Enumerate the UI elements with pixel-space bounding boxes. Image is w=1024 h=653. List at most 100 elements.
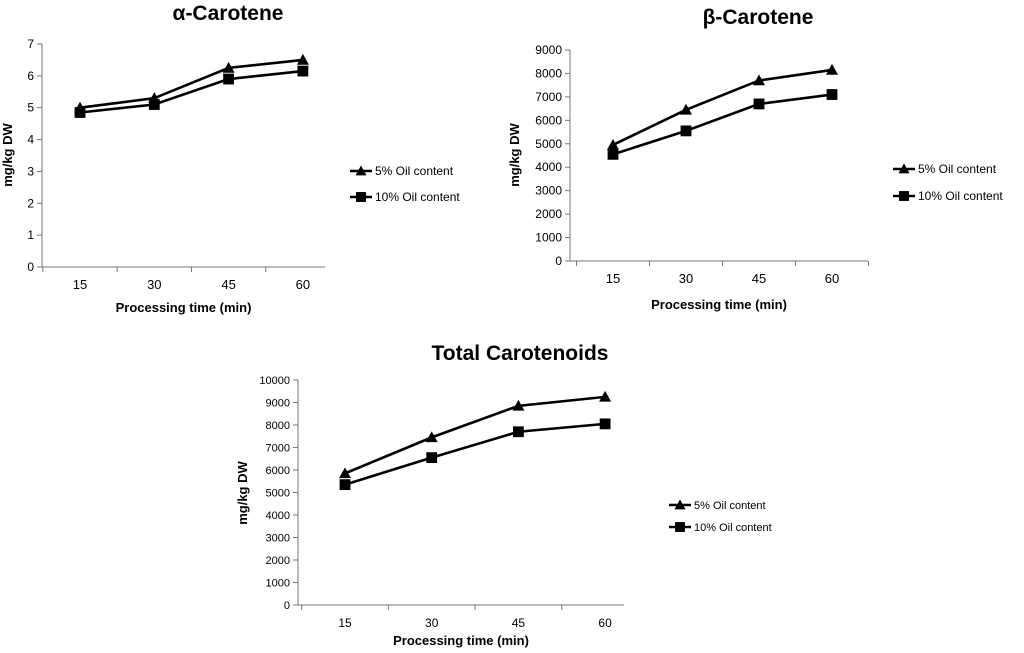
series-five-percent-oil [339, 390, 612, 479]
y-tick-label: 4 [27, 133, 34, 147]
y-tick-label: 1000 [266, 578, 290, 590]
data-point-triangle [680, 103, 692, 115]
data-point-square [513, 426, 524, 438]
data-point-triangle [826, 63, 838, 75]
x-axis-label: Processing time (min) [651, 297, 787, 312]
y-tick-label: 5 [27, 101, 34, 115]
data-point-triangle [339, 467, 351, 479]
data-point-square [599, 418, 611, 430]
y-tick-label: 2000 [266, 555, 290, 567]
x-tick-label: 45 [221, 277, 235, 292]
chart-3: Total Carotenoids 0 1000 2000 3000 4000 5000 60… [235, 342, 772, 648]
y-tick-label: 0 [27, 260, 34, 274]
legend-marker-triangle [674, 499, 686, 510]
data-point-square [339, 479, 351, 491]
y-tick-label: 3 [27, 164, 34, 178]
series-line [612, 93, 833, 156]
x-tick-label: 15 [606, 271, 620, 286]
x-tick-label: 45 [752, 271, 766, 286]
x-tick-label: 60 [598, 616, 612, 630]
y-tick-label: 6000 [266, 465, 290, 477]
x-tick-label: 45 [512, 616, 526, 630]
data-point-square [426, 452, 438, 464]
chart-2: β-Carotene 0 1000 2000 3000 4000 5000 6000 7000 8… [507, 6, 1003, 312]
y-tick-label: 7000 [266, 443, 290, 455]
data-point-triangle [222, 61, 235, 73]
data-point-square [148, 99, 160, 110]
y-tick-label: 8000 [535, 66, 562, 80]
data-point-square [297, 65, 309, 77]
x-tick-label: 60 [296, 277, 310, 292]
y-tick-label: 10000 [259, 375, 290, 387]
data-point-square [607, 148, 619, 160]
series-line [344, 422, 606, 486]
y-tick-label: 3000 [266, 533, 290, 545]
y-tick-label: 1000 [535, 231, 562, 245]
legend-entry: 10% Oil content [669, 522, 772, 534]
y-tick-label: 2000 [535, 207, 562, 221]
y-tick-label: 9000 [535, 43, 562, 57]
legend-marker-square [675, 522, 685, 532]
legend-label: 5% Oil content [375, 164, 454, 178]
x-tick-label: 15 [338, 616, 352, 630]
y-tick-label: 7000 [535, 90, 562, 104]
series-ten-percent-oil [74, 65, 309, 118]
x-tick-label: 30 [147, 277, 161, 292]
legend-entry: 10% Oil content [350, 190, 460, 204]
series-five-percent-oil [74, 53, 309, 113]
legend-marker-triangle [898, 163, 910, 174]
legend-label: 10% Oil content [918, 189, 1003, 203]
y-axis-label: mg/kg DW [0, 122, 15, 186]
series-ten-percent-oil [339, 418, 611, 491]
data-point-square [680, 125, 692, 137]
legend-marker-square [356, 192, 366, 202]
x-tick-label: 15 [73, 277, 87, 292]
y-tick-label: 7 [27, 37, 34, 51]
y-tick-label: 5000 [535, 137, 562, 151]
y-tick-label: 0 [284, 600, 290, 612]
legend-entry: 5% Oil content [893, 162, 997, 176]
chart-title: Total Carotenoids [432, 342, 609, 365]
chart-title: β-Carotene [703, 6, 814, 29]
legend-marker-triangle [355, 165, 367, 176]
data-point-triangle [512, 399, 525, 411]
legend-entry: 10% Oil content [893, 189, 1003, 203]
series-five-percent-oil [607, 63, 838, 150]
data-point-square [753, 98, 765, 110]
y-tick-label: 5000 [266, 488, 290, 500]
data-point-triangle [599, 390, 612, 402]
series-line [79, 58, 304, 110]
y-tick-label: 0 [555, 254, 562, 268]
x-tick-label: 30 [679, 271, 693, 286]
data-point-triangle [607, 138, 619, 150]
y-tick-label: 8000 [266, 420, 290, 432]
y-tick-label: 4000 [535, 160, 562, 174]
series-line [612, 68, 833, 147]
series-line [79, 69, 304, 114]
y-tick-label: 6 [27, 69, 34, 83]
y-axis-label: mg/kg DW [235, 460, 250, 524]
y-tick-label: 4000 [266, 510, 290, 522]
legend-marker-square [899, 191, 909, 201]
x-axis-label: Processing time (min) [116, 300, 252, 315]
y-tick-label: 6000 [535, 113, 562, 127]
legend-label: 10% Oil content [375, 190, 460, 204]
legend-label: 10% Oil content [694, 522, 772, 534]
series-ten-percent-oil [607, 89, 838, 160]
data-point-square [223, 73, 234, 85]
y-tick-label: 9000 [266, 398, 290, 410]
legend-entry: 5% Oil content [350, 164, 454, 178]
legend-label: 5% Oil content [918, 162, 997, 176]
x-tick-label: 30 [425, 616, 439, 630]
y-axis-label: mg/kg DW [507, 122, 522, 186]
y-tick-label: 1 [27, 228, 34, 242]
x-tick-label: 60 [825, 271, 839, 286]
y-tick-label: 2 [27, 196, 34, 210]
data-point-triangle [753, 74, 765, 86]
data-point-square [826, 89, 838, 100]
chart-title: α-Carotene [173, 2, 284, 25]
data-point-triangle [296, 53, 309, 65]
x-axis-label: Processing time (min) [393, 633, 529, 648]
